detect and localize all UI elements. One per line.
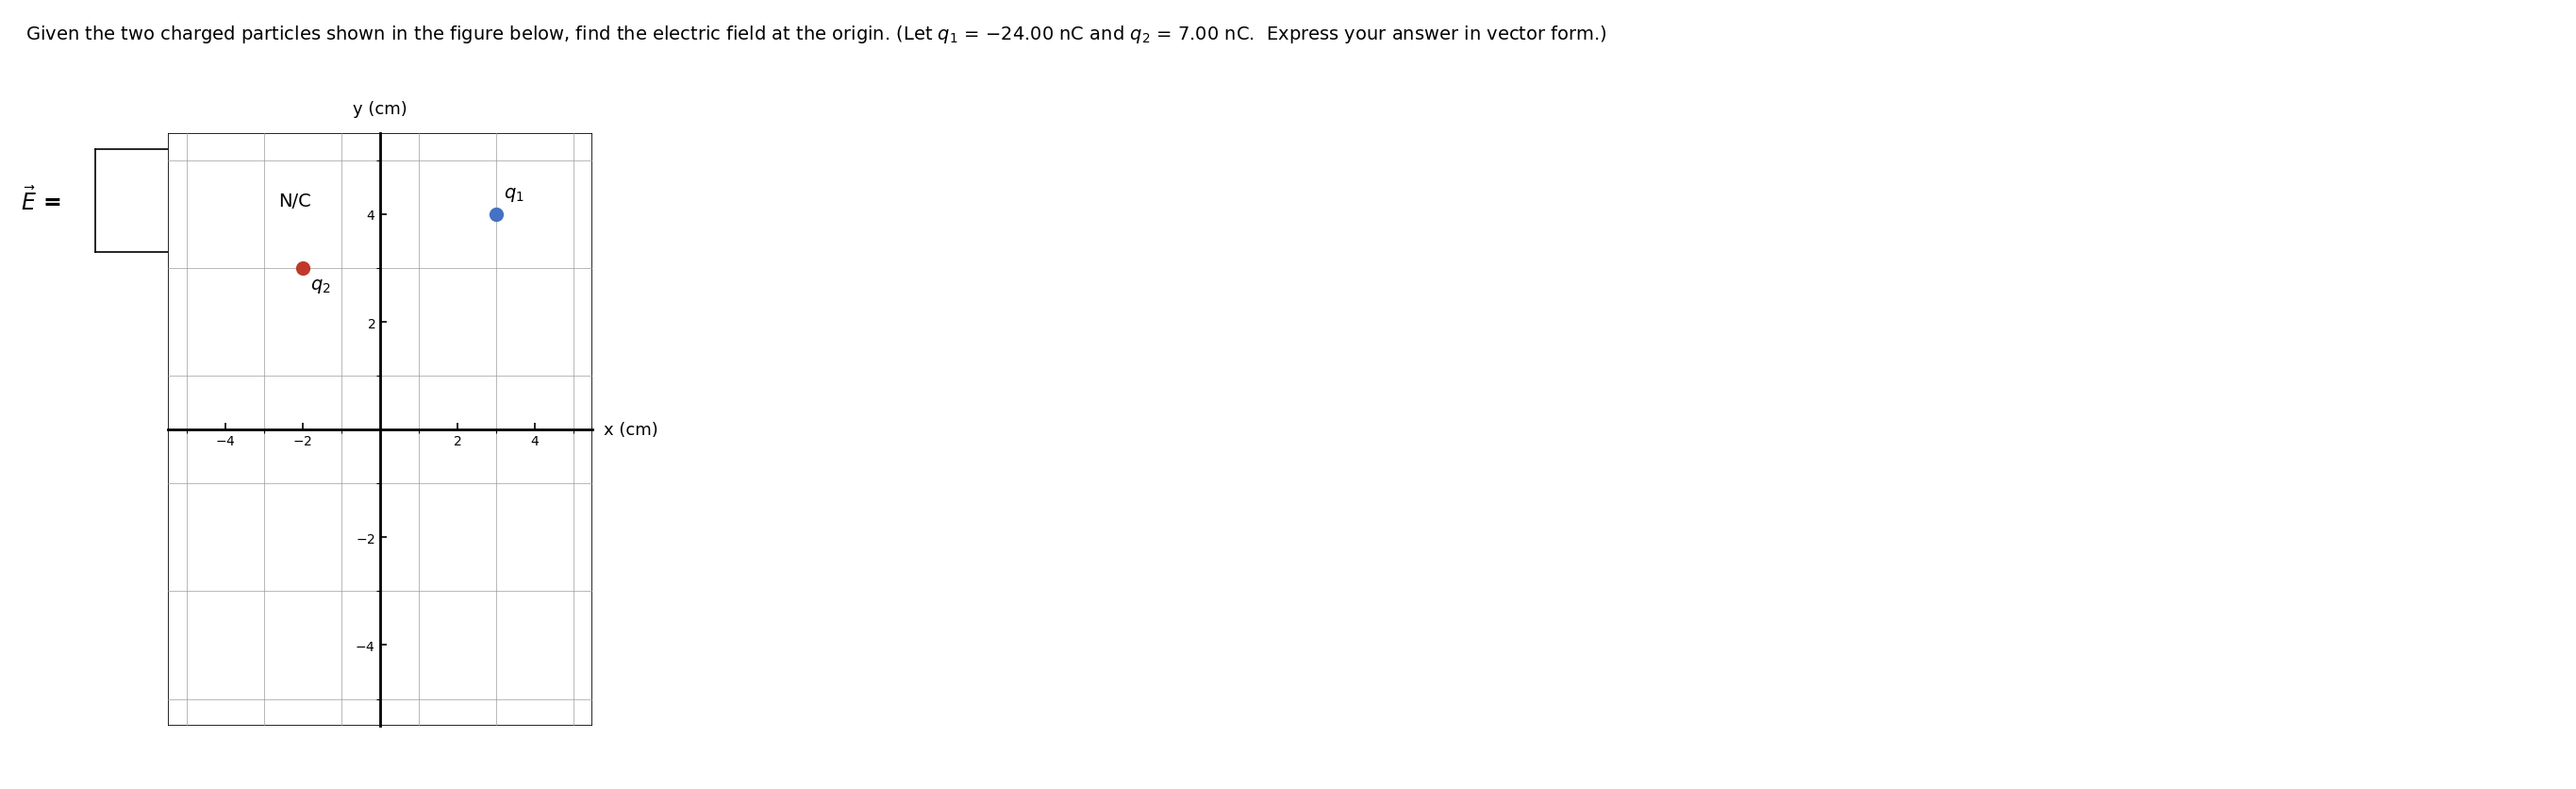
Text: Given the two charged particles shown in the figure below, find the electric fie: Given the two charged particles shown in… [26,24,1607,45]
Text: $q_2$: $q_2$ [309,277,330,294]
Text: y (cm): y (cm) [353,101,407,118]
Text: x (cm): x (cm) [603,421,659,439]
Text: $q_1$: $q_1$ [502,186,523,204]
Text: $\vec{E}$ =: $\vec{E}$ = [21,187,62,215]
Text: N/C: N/C [278,193,312,210]
